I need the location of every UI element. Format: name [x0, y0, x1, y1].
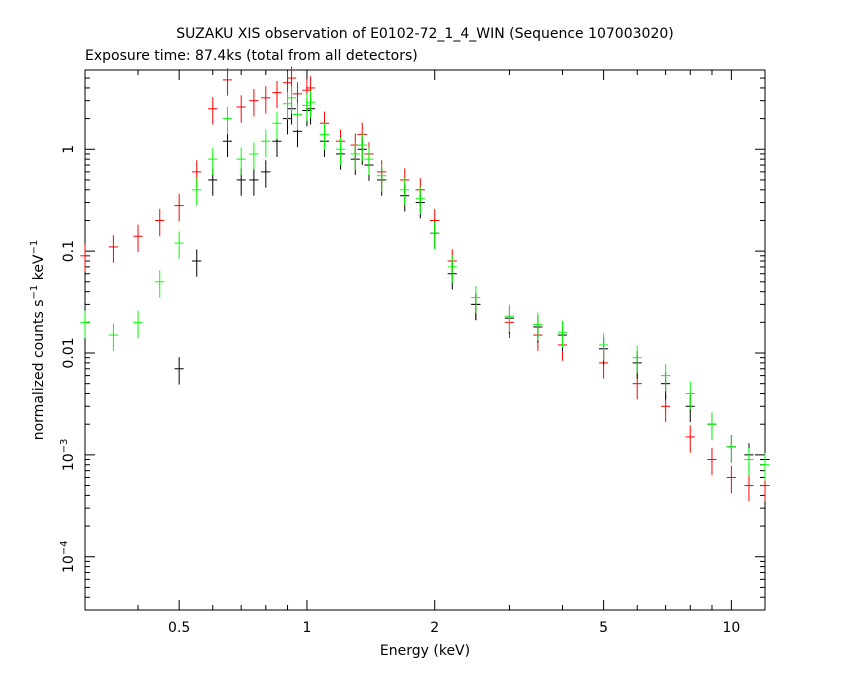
data-point [272, 80, 282, 109]
data-point [236, 147, 246, 175]
plot-frame [84, 69, 766, 611]
data-point [471, 285, 481, 314]
data-point [174, 231, 184, 259]
data-point [249, 89, 259, 117]
y-axis-label: normalized counts s−1 keV−1 [29, 240, 47, 441]
data-point [155, 270, 165, 298]
data-point [192, 249, 202, 277]
data-point [377, 164, 387, 192]
data-point [598, 333, 609, 361]
data-point [80, 244, 90, 272]
data-point [430, 221, 440, 249]
data-point [222, 106, 233, 135]
series-3 [80, 86, 770, 481]
data-point [261, 86, 271, 114]
data-point [744, 473, 754, 502]
data-point [282, 92, 293, 120]
data-point [249, 142, 259, 170]
data-point [400, 178, 410, 206]
data-point [726, 465, 736, 494]
data-point [364, 147, 374, 175]
data-point [305, 90, 316, 118]
x-tick-label: 2 [430, 620, 439, 636]
chart-title: SUZAKU XIS observation of E0102-72_1_4_W… [176, 26, 673, 42]
y-axis-label-main: normalized counts s [31, 299, 47, 440]
data-point [760, 453, 770, 481]
data-point [292, 102, 303, 131]
data-point [155, 208, 165, 237]
series-1 [80, 66, 770, 502]
data-point [174, 357, 184, 385]
series-2 [174, 97, 770, 476]
data-point [80, 310, 90, 339]
data-point [261, 160, 271, 188]
data-point [222, 68, 233, 96]
data-point [133, 310, 143, 339]
data-point [504, 304, 515, 332]
data-point [174, 193, 184, 222]
data-point [249, 168, 259, 196]
x-tick-label: 10 [722, 620, 740, 636]
data-point [261, 129, 271, 157]
data-point [208, 97, 218, 125]
y-tick-label: 10−3 [59, 439, 77, 472]
data-point [707, 447, 717, 476]
chart-subtitle: Exposure time: 87.4ks (total from all de… [85, 48, 418, 64]
data-point [192, 178, 202, 206]
y-axis-label-sup1: −1 [29, 285, 40, 300]
data-point [685, 381, 695, 410]
y-axis-label-sup2: −1 [29, 240, 40, 255]
y-tick-label: 1 [61, 145, 77, 154]
data-point [350, 142, 360, 170]
y-tick-label: 10−4 [59, 540, 77, 573]
y-axis-label-mid: keV [31, 254, 47, 285]
data-point [236, 95, 246, 123]
data-point [319, 122, 330, 151]
data-point [744, 447, 754, 476]
data-point [108, 323, 118, 351]
axes: 0.5 1 2 5 10 10−4 10−3 0.01 0.1 1 [59, 69, 765, 636]
data-point [632, 346, 642, 374]
y-tick-label: 0.1 [61, 240, 77, 262]
data-point [286, 86, 297, 114]
data-point [272, 111, 282, 140]
data-point [133, 224, 143, 253]
x-tick-label: 5 [599, 620, 608, 636]
data-point [335, 137, 346, 166]
x-tick-label: 0.5 [168, 620, 190, 636]
x-tick-label: 1 [302, 620, 311, 636]
data-point [533, 312, 543, 341]
data-point [660, 363, 671, 392]
data-point [302, 93, 312, 122]
data-point [707, 412, 717, 440]
x-axis-label: Energy (keV) [380, 643, 470, 659]
data-point [685, 425, 695, 453]
data-area [80, 66, 770, 502]
data-point [415, 186, 425, 215]
data-point [726, 435, 736, 463]
data-point [108, 235, 118, 263]
data-point [557, 320, 568, 348]
data-point [357, 133, 367, 161]
y-tick-label: 0.01 [61, 337, 77, 368]
data-point [208, 147, 218, 175]
data-point [447, 255, 457, 283]
